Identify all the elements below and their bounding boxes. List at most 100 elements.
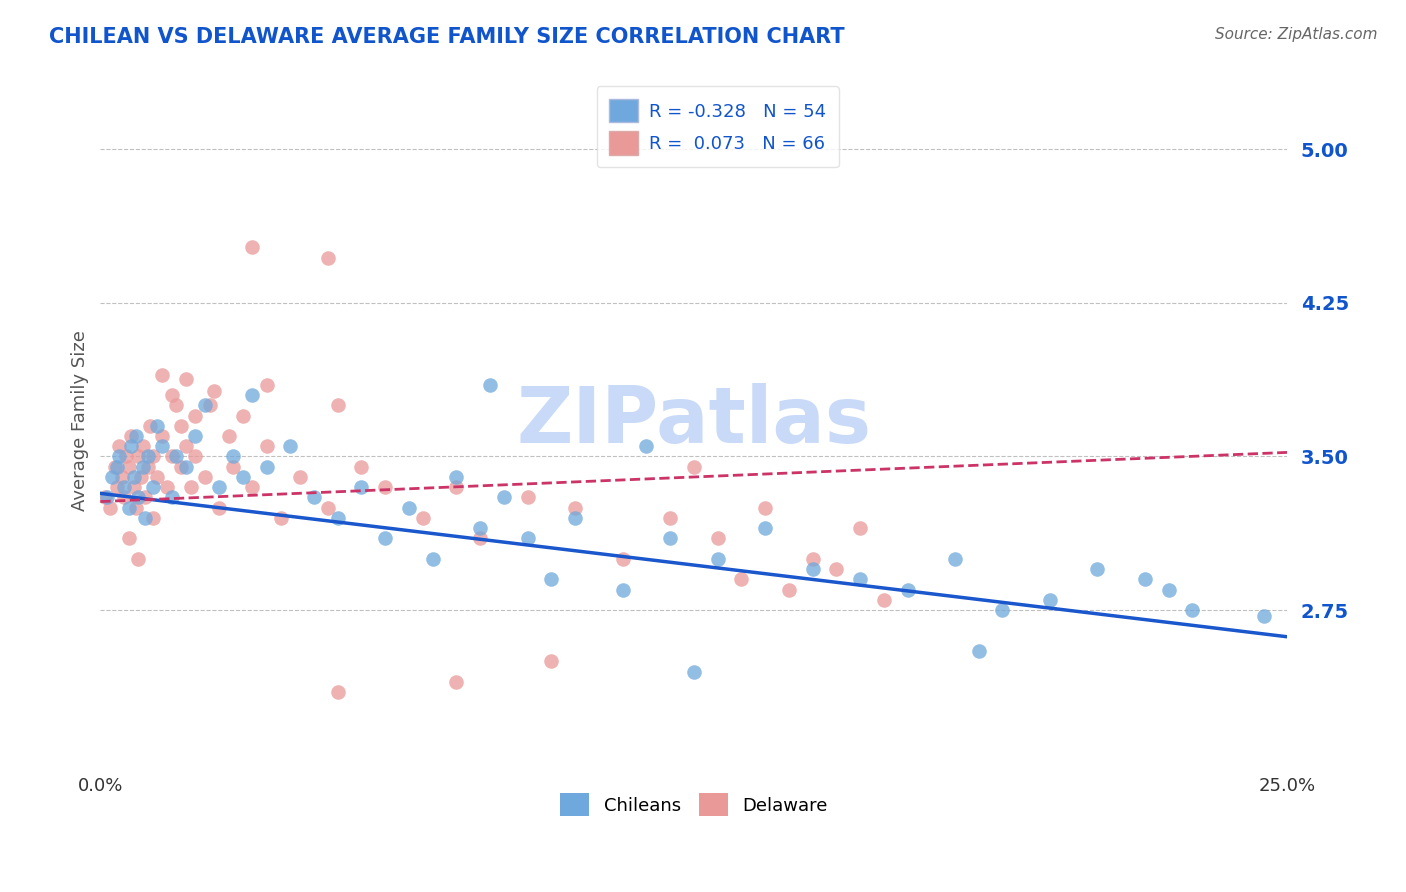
Point [174,459,197,474]
Point [232,409,254,423]
Point [127,491,149,505]
Point [256,439,278,453]
Point [132,439,155,453]
Point [105,480,128,494]
Point [108,450,131,464]
Point [170,459,193,474]
Point [180,480,202,494]
Point [967,644,990,658]
Point [516,532,538,546]
Point [316,251,339,265]
Point [446,674,468,689]
Point [174,439,197,453]
Point [174,371,197,385]
Point [184,429,207,443]
Point [478,377,501,392]
Point [156,480,179,494]
Point [142,450,165,464]
Point [564,511,586,525]
Point [326,398,349,412]
Point [101,470,124,484]
Point [278,439,301,453]
Point [801,552,824,566]
Point [165,398,187,412]
Text: CHILEAN VS DELAWARE AVERAGE FAMILY SIZE CORRELATION CHART: CHILEAN VS DELAWARE AVERAGE FAMILY SIZE … [49,27,845,46]
Point [683,665,706,679]
Point [350,459,373,474]
Point [115,450,138,464]
Point [706,532,728,546]
Point [470,532,492,546]
Point [470,521,492,535]
Point [98,500,121,515]
Point [136,450,159,464]
Point [350,480,373,494]
Point [118,532,141,546]
Point [122,480,145,494]
Point [849,573,872,587]
Point [492,491,515,505]
Point [150,429,173,443]
Point [374,532,396,546]
Point [873,593,896,607]
Point [374,480,396,494]
Point [896,582,918,597]
Point [160,491,183,505]
Point [96,491,118,505]
Point [208,480,231,494]
Point [136,459,159,474]
Point [198,398,221,412]
Point [801,562,824,576]
Point [540,573,562,587]
Y-axis label: Average Family Size: Average Family Size [72,330,89,511]
Point [683,459,706,474]
Point [412,511,434,525]
Point [240,240,263,254]
Point [160,388,183,402]
Point [165,450,187,464]
Point [120,439,142,453]
Point [240,480,263,494]
Point [288,470,311,484]
Point [326,685,349,699]
Point [778,582,800,597]
Point [146,470,169,484]
Point [208,500,231,515]
Point [129,470,152,484]
Point [222,450,245,464]
Point [222,459,245,474]
Point [270,511,292,525]
Point [122,470,145,484]
Point [326,511,349,525]
Point [108,439,131,453]
Point [302,491,325,505]
Point [564,500,586,515]
Point [240,388,263,402]
Text: Source: ZipAtlas.com: Source: ZipAtlas.com [1215,27,1378,42]
Point [94,491,117,505]
Point [256,377,278,392]
Point [184,450,207,464]
Point [398,500,420,515]
Point [112,491,135,505]
Point [142,511,165,525]
Point [105,459,128,474]
Point [142,480,165,494]
Point [825,562,848,576]
Point [1157,582,1180,597]
Point [127,552,149,566]
Point [118,500,141,515]
Point [104,459,127,474]
Point [218,429,240,443]
Point [754,521,776,535]
Point [612,582,634,597]
Point [422,552,444,566]
Point [118,459,141,474]
Point [316,500,339,515]
Point [134,511,156,525]
Point [256,459,278,474]
Point [659,511,682,525]
Point [636,439,658,453]
Point [194,470,217,484]
Point [170,418,193,433]
